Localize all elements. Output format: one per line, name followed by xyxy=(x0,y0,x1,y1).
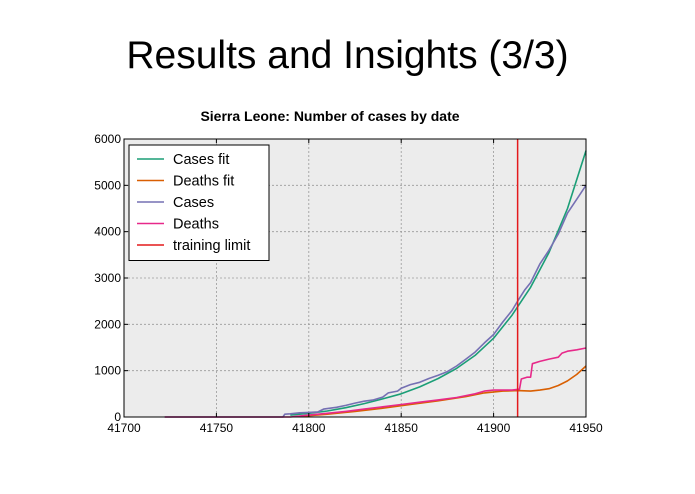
legend: Cases fit Deaths fit Cases Deaths training l… xyxy=(128,144,270,261)
legend-label: Deaths xyxy=(173,217,219,233)
y-tick-label: 5000 xyxy=(94,178,121,192)
deaths-line xyxy=(164,347,587,418)
series-layer xyxy=(164,139,587,418)
y-tick-label: 0 xyxy=(114,410,121,424)
cases-line xyxy=(164,184,587,418)
y-tick-label: 1000 xyxy=(94,364,121,378)
legend-label: training limit xyxy=(173,238,250,254)
y-tick-label: 3000 xyxy=(94,271,121,285)
x-tick-label: 41800 xyxy=(292,421,326,435)
y-tick-label: 2000 xyxy=(94,317,121,331)
y-axis: 0 1000 2000 3000 4000 5000 6000 xyxy=(94,132,586,424)
chart-title: Sierra Leone: Number of cases by date xyxy=(200,108,459,124)
x-tick-label: 41700 xyxy=(107,421,141,435)
x-tick-label: 41900 xyxy=(477,421,511,435)
deaths-fit-line xyxy=(299,365,587,418)
y-tick-label: 4000 xyxy=(94,225,121,239)
slide-title: Results and Insights (3/3) xyxy=(126,34,569,77)
x-tick-label: 41750 xyxy=(200,421,234,435)
legend-label: Deaths fit xyxy=(173,174,234,190)
cases-fit-line xyxy=(290,150,587,416)
y-tick-label: 6000 xyxy=(94,132,121,146)
legend-label: Cases fit xyxy=(173,152,229,168)
legend-label: Cases xyxy=(173,195,214,211)
x-tick-label: 41850 xyxy=(385,421,419,435)
x-tick-label: 41950 xyxy=(569,421,603,435)
x-axis: 41700 41750 41800 41850 41900 41950 xyxy=(107,139,603,435)
